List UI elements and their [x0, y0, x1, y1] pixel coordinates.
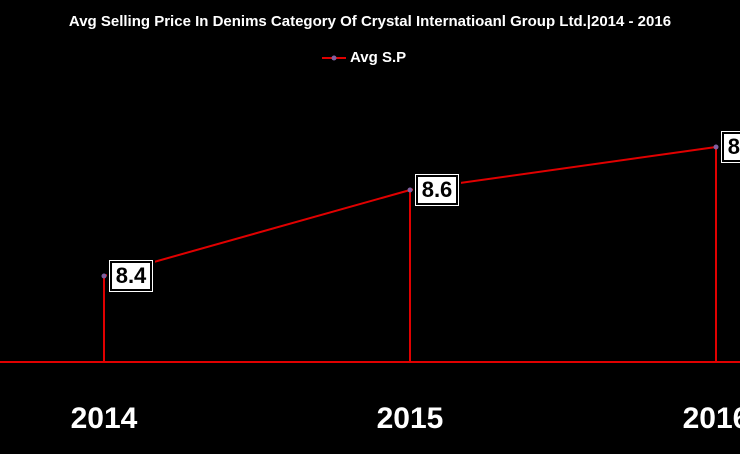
- x-tick-label: 2016: [683, 402, 740, 435]
- x-tick-label: 2015: [377, 402, 444, 435]
- data-label-border: [110, 261, 152, 291]
- data-label-box: [107, 258, 155, 294]
- legend-label: Avg S.P: [350, 49, 406, 66]
- point: [407, 187, 413, 193]
- x-tick-label: 2014: [71, 402, 138, 435]
- data-label-box: [413, 172, 461, 208]
- data-label-box: [719, 129, 740, 165]
- data-label-border: [416, 175, 458, 205]
- point: [713, 144, 719, 150]
- data-label: 8.4: [116, 263, 147, 288]
- point: [101, 273, 107, 279]
- data-label: 8.7: [728, 134, 740, 159]
- data-label: 8.6: [422, 177, 453, 202]
- legend-marker: [331, 55, 337, 61]
- chart-title: Avg Selling Price In Denims Category Of …: [69, 13, 671, 30]
- data-label-border: [722, 132, 740, 162]
